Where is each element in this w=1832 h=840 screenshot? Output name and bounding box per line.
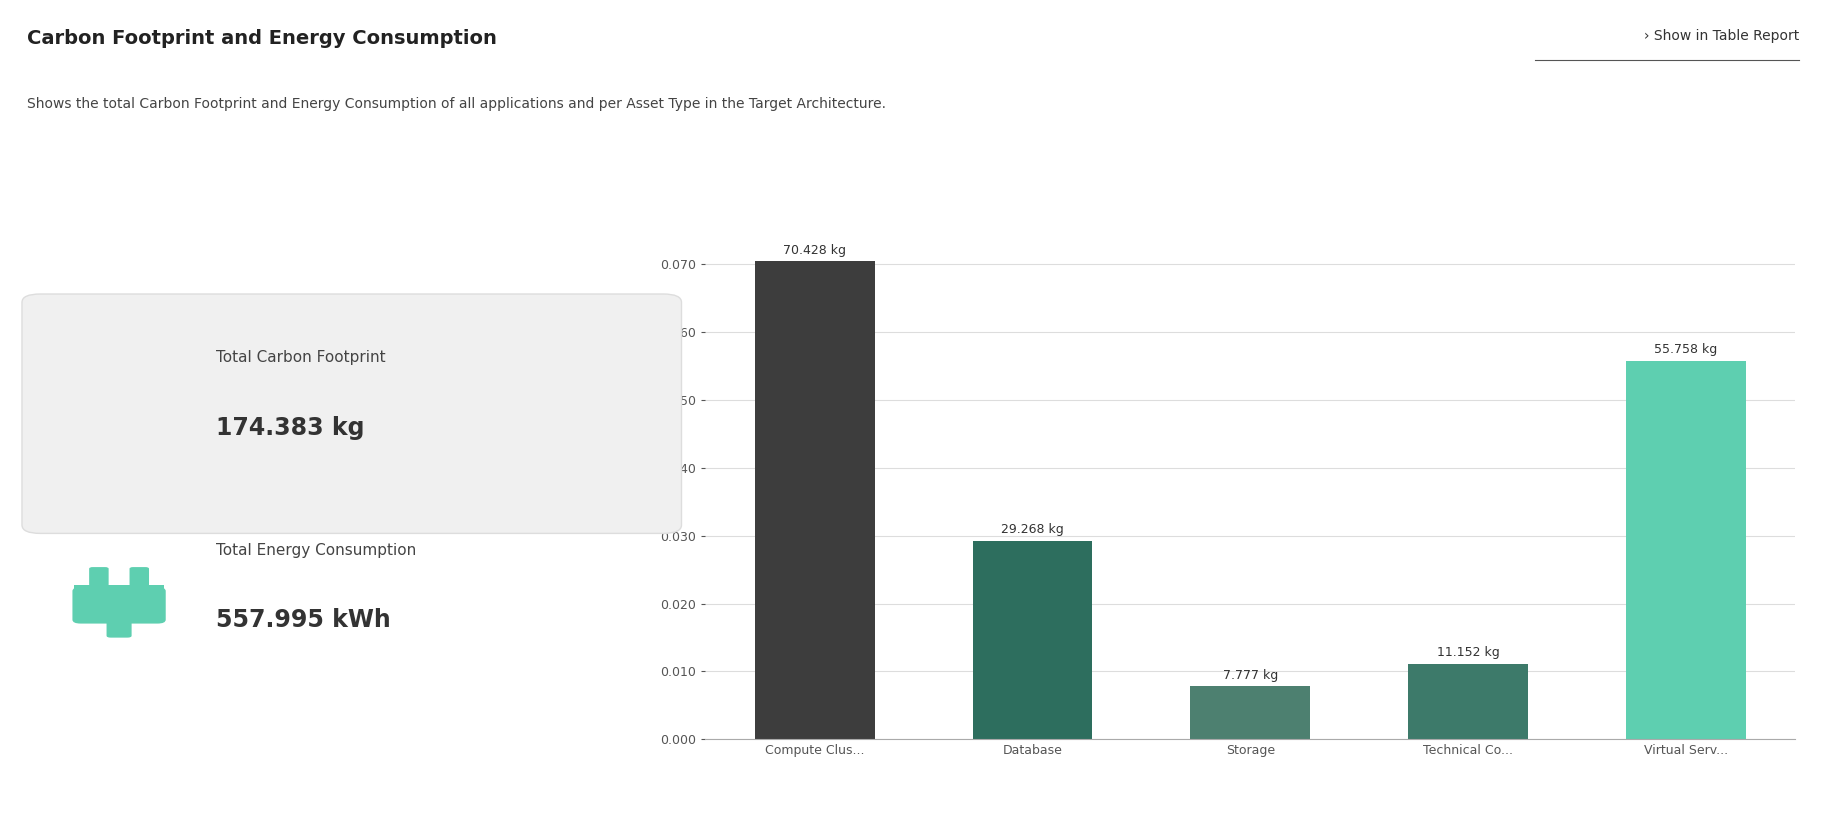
- FancyBboxPatch shape: [130, 567, 148, 586]
- Text: 7.777 kg: 7.777 kg: [1222, 669, 1279, 682]
- FancyBboxPatch shape: [73, 587, 165, 623]
- FancyBboxPatch shape: [90, 567, 108, 586]
- Text: 55.758 kg: 55.758 kg: [1654, 344, 1718, 356]
- Text: 557.995 kWh: 557.995 kWh: [216, 608, 390, 632]
- Bar: [1627, 361, 1746, 739]
- Text: 11.152 kg: 11.152 kg: [1436, 646, 1500, 659]
- Text: 29.268 kg: 29.268 kg: [1000, 522, 1064, 536]
- Text: Total Carbon Footprint: Total Carbon Footprint: [216, 349, 387, 365]
- Bar: [73, 585, 165, 591]
- Bar: [1409, 664, 1528, 739]
- Bar: [973, 541, 1092, 739]
- Ellipse shape: [73, 381, 180, 428]
- Text: 174.383 kg: 174.383 kg: [216, 417, 365, 440]
- Text: 70.428 kg: 70.428 kg: [784, 244, 846, 257]
- Bar: [1191, 686, 1310, 739]
- Text: Carbon Footprint and Energy Consumption: Carbon Footprint and Energy Consumption: [27, 29, 496, 49]
- Bar: [755, 261, 874, 739]
- Text: › Show in Table Report: › Show in Table Report: [1643, 29, 1799, 44]
- Text: Total Energy Consumption: Total Energy Consumption: [216, 543, 416, 558]
- FancyBboxPatch shape: [106, 617, 132, 638]
- Text: Shows the total Carbon Footprint and Energy Consumption of all applications and : Shows the total Carbon Footprint and Ene…: [27, 97, 887, 111]
